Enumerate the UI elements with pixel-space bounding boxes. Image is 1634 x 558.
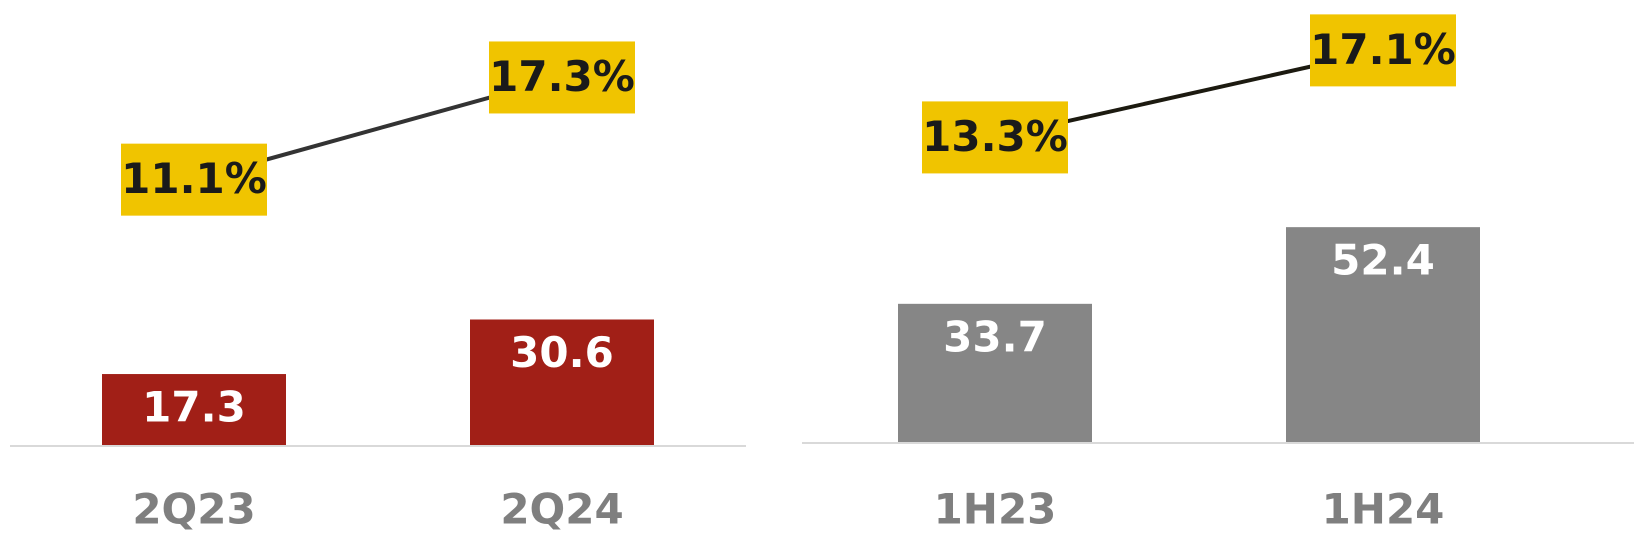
x-tick-label: 2Q23: [132, 485, 255, 534]
bar: [1286, 227, 1480, 442]
label-box: [121, 143, 267, 216]
x-tick-label: 2Q24: [500, 485, 623, 534]
bar-label: 52.4: [1331, 236, 1435, 285]
bar-label: 30.6: [510, 328, 614, 377]
x-tick-label: 1H23: [934, 485, 1057, 534]
bar-label: 33.7: [943, 312, 1047, 361]
bar-label: 17.3: [142, 383, 246, 432]
line-label: 17.1%: [1310, 25, 1456, 74]
bar: [898, 303, 1092, 442]
label-box: [1310, 14, 1456, 87]
line-label: 17.3%: [489, 52, 635, 101]
x-tick-label: 1H24: [1322, 485, 1445, 534]
line-label: 11.1%: [121, 154, 267, 203]
bar: [102, 374, 286, 445]
label-box: [489, 41, 635, 114]
label-box: [922, 101, 1068, 174]
bar: [470, 319, 654, 445]
line-label: 13.3%: [922, 112, 1068, 161]
